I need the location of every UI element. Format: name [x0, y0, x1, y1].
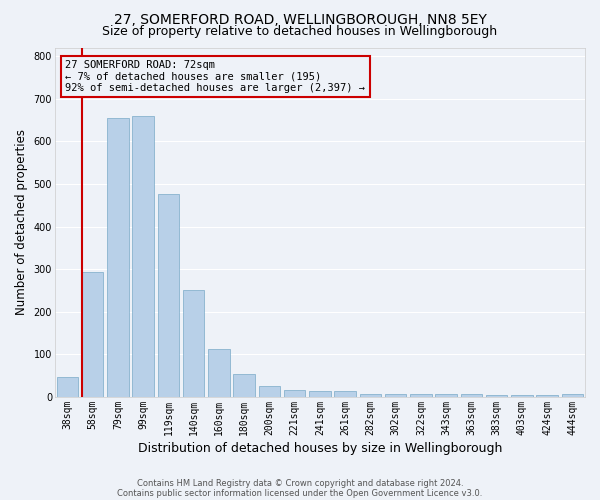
Bar: [309, 390, 331, 397]
Bar: [385, 394, 406, 397]
Bar: [107, 118, 128, 397]
Bar: [461, 394, 482, 397]
Bar: [410, 394, 431, 397]
Bar: [536, 395, 558, 397]
Bar: [158, 194, 179, 397]
Y-axis label: Number of detached properties: Number of detached properties: [15, 130, 28, 316]
Bar: [562, 394, 583, 397]
Bar: [233, 374, 255, 397]
Bar: [486, 395, 508, 397]
Bar: [284, 390, 305, 397]
Bar: [436, 394, 457, 397]
Bar: [57, 376, 78, 397]
Text: Contains HM Land Registry data © Crown copyright and database right 2024.: Contains HM Land Registry data © Crown c…: [137, 478, 463, 488]
Bar: [208, 349, 230, 397]
Text: Contains public sector information licensed under the Open Government Licence v3: Contains public sector information licen…: [118, 488, 482, 498]
Text: Size of property relative to detached houses in Wellingborough: Size of property relative to detached ho…: [103, 25, 497, 38]
X-axis label: Distribution of detached houses by size in Wellingborough: Distribution of detached houses by size …: [138, 442, 502, 455]
Bar: [259, 386, 280, 397]
Text: 27, SOMERFORD ROAD, WELLINGBOROUGH, NN8 5EY: 27, SOMERFORD ROAD, WELLINGBOROUGH, NN8 …: [113, 12, 487, 26]
Bar: [183, 290, 205, 397]
Bar: [133, 116, 154, 397]
Text: 27 SOMERFORD ROAD: 72sqm
← 7% of detached houses are smaller (195)
92% of semi-d: 27 SOMERFORD ROAD: 72sqm ← 7% of detache…: [65, 60, 365, 93]
Bar: [334, 392, 356, 397]
Bar: [511, 395, 533, 397]
Bar: [359, 394, 381, 397]
Bar: [82, 272, 103, 397]
